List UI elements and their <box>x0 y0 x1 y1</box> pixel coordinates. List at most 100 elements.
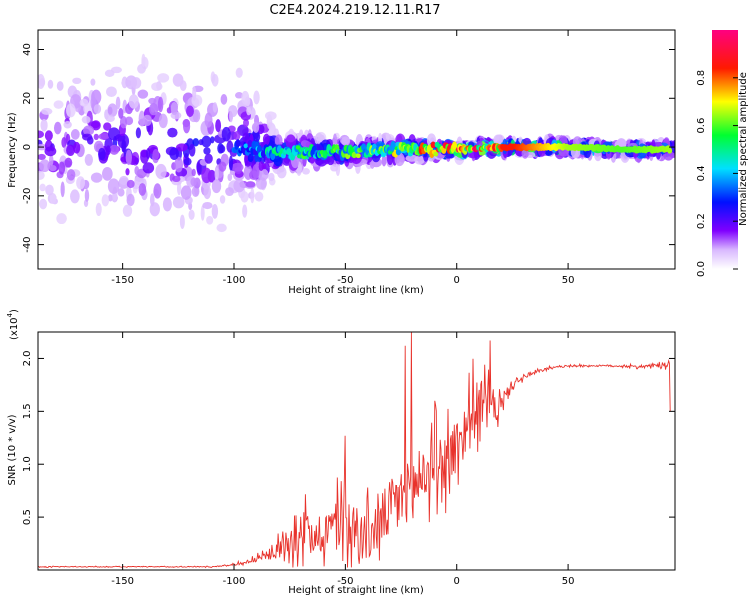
spectrogram-cell <box>108 127 120 141</box>
spectrogram-cell <box>167 127 178 138</box>
snr-exponent-power: 4 <box>6 312 14 317</box>
spectrogram-cell <box>45 184 54 196</box>
spectrogram-cell <box>38 153 46 160</box>
colorbar-label: Normalized spectral amplitude <box>738 72 749 226</box>
y-tick-label: 1.0 <box>22 456 33 472</box>
snr-y-axis-label: SNR (10 * v/v) <box>7 414 18 485</box>
spectrogram-cell <box>105 145 111 156</box>
y-tick-label: -20 <box>22 188 33 204</box>
y-tick-label: 1.5 <box>22 403 33 419</box>
spectrogram-cell <box>122 204 133 217</box>
x-tick-label: 0 <box>454 576 460 587</box>
spectrogram-cell <box>274 134 283 148</box>
ridge-cell <box>395 148 401 156</box>
spectrogram-cell <box>158 113 168 129</box>
spectrogram-cell <box>258 168 269 181</box>
spectrogram-cell <box>201 167 212 184</box>
spectrogram-cell <box>234 92 244 99</box>
spectrogram-cell <box>106 86 117 97</box>
spectrogram-cell <box>261 163 267 170</box>
spectrogram-cell <box>246 106 252 116</box>
spectrogram-cell <box>58 161 66 175</box>
x-tick-label: 0 <box>454 275 460 286</box>
spectrogram-cell <box>157 73 170 83</box>
spectrogram-cell <box>190 177 197 187</box>
spectrogram-cell <box>330 164 339 172</box>
spectrogram-cell <box>186 105 194 117</box>
x-tick-label: 50 <box>562 576 575 587</box>
spectrogram-cell <box>211 74 219 87</box>
spectrogram-cell <box>155 163 167 180</box>
spectrogram-cell <box>315 133 323 142</box>
spectrogram-cell <box>66 144 75 156</box>
spectrogram-cell <box>219 195 226 204</box>
spectrogram-cell <box>61 137 67 148</box>
x-tick-label: -150 <box>111 576 134 587</box>
x-tick-label: -50 <box>337 576 353 587</box>
spectrogram-cell <box>214 167 219 181</box>
spectrogram-cell <box>157 96 164 113</box>
ridge-cell <box>286 148 292 156</box>
spectrogram-cell <box>183 119 191 134</box>
spectrogram-cell <box>201 135 212 148</box>
spectrogram-cell <box>180 185 192 200</box>
spectrogram-cell <box>134 165 140 176</box>
spectrogram-cell <box>211 179 222 194</box>
snr-exponent-prefix: (x10 <box>9 317 20 340</box>
spectrogram-cell <box>191 168 196 177</box>
spectrogram-cell <box>268 172 275 182</box>
spectrogram-cell <box>229 108 234 123</box>
spectrogram-cell <box>341 136 351 146</box>
spectrogram-frame <box>37 29 676 270</box>
spectrogram-cell <box>66 103 76 118</box>
spectrogram-cell <box>250 187 255 204</box>
spectrogram-cell <box>252 121 260 133</box>
spectrogram-cell <box>53 121 62 135</box>
spectrogram-cell <box>119 116 128 129</box>
spectrogram-cell <box>203 185 212 200</box>
spectrogram-cell <box>84 153 93 166</box>
spectrogram-cell <box>44 130 53 141</box>
spectrogram-cell <box>174 156 184 173</box>
y-tick-label: -40 <box>22 236 33 252</box>
spectrogram-cell <box>48 154 54 167</box>
spectrogram-cell <box>90 78 96 86</box>
ridge-cell <box>433 151 439 157</box>
ridge-cell <box>243 143 249 149</box>
spectrogram-cell <box>170 101 178 116</box>
spectrogram-cell <box>183 157 192 166</box>
colorbar-tick-label: 0.6 <box>696 118 707 134</box>
x-tick-label: -50 <box>337 275 353 286</box>
ridge-cell <box>260 150 266 158</box>
spectrogram-cell <box>38 170 45 181</box>
spectrogram-cell <box>41 107 53 115</box>
spectrogram-cell <box>192 109 201 123</box>
spectrogram-cell <box>39 198 48 210</box>
snr-series-line <box>38 332 671 569</box>
spectrogram-cell <box>235 67 243 78</box>
y-tick-label: 2.0 <box>22 350 33 366</box>
snr-plot-area <box>38 332 671 569</box>
spectrogram-cell <box>179 80 187 92</box>
snr-panel: -150 -100 -50 0 50 0.5 1.0 1.5 2.0 Height of st… <box>6 309 676 596</box>
spectrogram-cell <box>38 74 45 90</box>
spectrogram-cell <box>49 165 57 172</box>
spectrogram-x-axis-label: Height of straight line (km) <box>288 285 424 296</box>
spectrogram-cell <box>125 149 132 166</box>
spectrogram-cell <box>151 82 163 92</box>
spectrogram-cell <box>118 108 124 119</box>
spectrogram-cell <box>228 155 234 171</box>
spectrogram-cell <box>142 162 155 174</box>
spectrogram-cell <box>90 172 103 183</box>
spectrogram-cell <box>73 141 81 154</box>
spectrogram-cell <box>81 115 91 124</box>
spectrogram-cell <box>192 138 200 147</box>
spectrogram-cell <box>493 134 503 146</box>
spectrogram-cell <box>104 69 115 78</box>
y-tick-label: 0.5 <box>22 509 33 525</box>
spectrogram-cell <box>218 144 226 154</box>
spectrogram-cell <box>218 161 227 172</box>
spectrogram-cell <box>47 79 54 89</box>
spectrogram-cell <box>233 131 241 141</box>
